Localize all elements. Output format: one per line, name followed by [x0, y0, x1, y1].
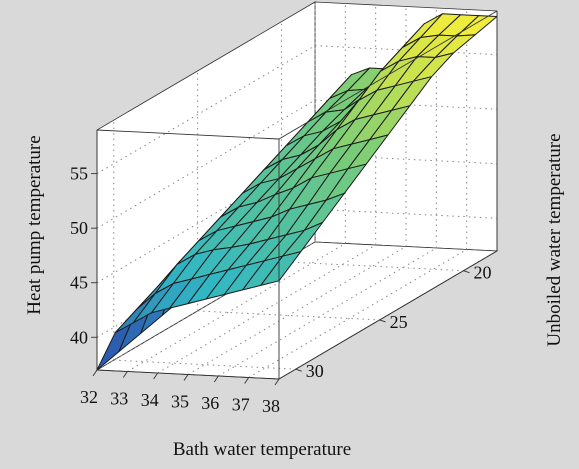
z-tick-label: 45 — [70, 273, 88, 293]
axes-box-back — [95, 1, 499, 380]
x-tick-label: 33 — [110, 389, 128, 409]
surface-mesh — [96, 13, 498, 371]
y-axis-line — [278, 250, 498, 380]
x-tick-label: 32 — [80, 387, 98, 407]
axes-box-front — [96, 10, 498, 380]
x-tick-mark — [153, 372, 159, 380]
x-tick-label: 35 — [171, 392, 189, 412]
x-tick-mark — [213, 375, 219, 383]
y-tick-mark — [463, 270, 470, 274]
tick-labels: 32 33 34 35 36 37 38 20 25 30 40 45 50 55 — [70, 164, 492, 416]
x-axis-label: Bath water temperature — [173, 439, 351, 460]
box-edge — [278, 10, 498, 140]
box-edge — [96, 129, 280, 140]
x-tick-label: 34 — [141, 390, 159, 410]
y-axis-label: Unboiled water temperature — [544, 133, 565, 346]
x-tick-mark — [122, 371, 128, 378]
x-tick-mark — [274, 378, 280, 386]
z-tick-label: 50 — [70, 218, 88, 238]
y-tick-mark — [295, 368, 302, 372]
y-tick-label: 30 — [306, 361, 324, 381]
x-tick-mark — [183, 374, 189, 381]
y-tick-mark — [379, 319, 386, 323]
y-tick-label: 25 — [390, 312, 408, 332]
x-tick-mark — [244, 377, 250, 384]
y-tick-label: 20 — [474, 263, 492, 283]
x-tick-label: 36 — [201, 393, 219, 413]
x-tick-label: 38 — [262, 396, 280, 416]
z-axis-label: Heat pump temperature — [24, 135, 45, 314]
x-tick-mark — [92, 369, 98, 377]
z-tick-label: 40 — [70, 327, 88, 347]
x-tick-label: 37 — [232, 395, 250, 415]
z-tick-label: 55 — [70, 164, 88, 184]
